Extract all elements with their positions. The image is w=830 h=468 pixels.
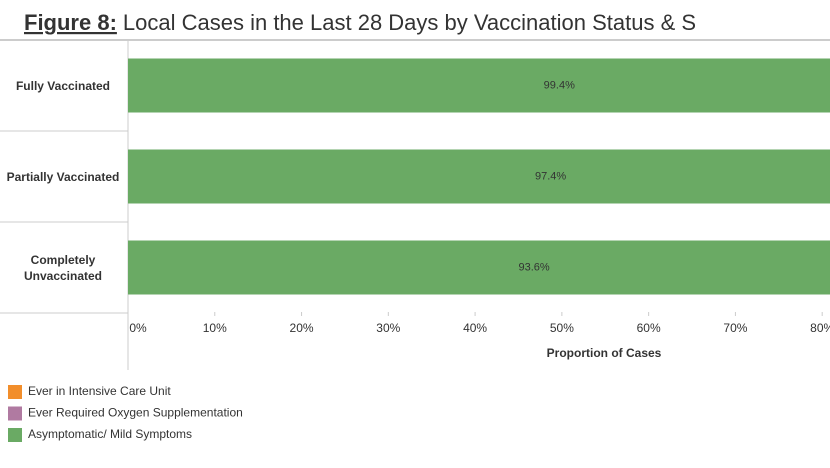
chart-title: Figure 8: Local Cases in the Last 28 Days… xyxy=(24,10,696,35)
legend-label: Ever Required Oxygen Supplementation xyxy=(28,406,243,420)
category-label: Fully Vaccinated xyxy=(15,78,111,93)
x-tick-label: 80% xyxy=(810,321,830,335)
data-label: 97.4% xyxy=(535,170,566,182)
title-text: Local Cases in the Last 28 Days by Vacci… xyxy=(123,10,696,35)
bar-segment xyxy=(128,58,830,113)
data-label: 99.4% xyxy=(544,79,575,91)
bar-segment xyxy=(128,240,830,295)
x-tick-label: 70% xyxy=(723,321,747,335)
x-axis-title: Proportion of Cases xyxy=(547,346,662,360)
x-tick-label: 60% xyxy=(637,321,661,335)
legend-swatch xyxy=(8,406,22,421)
category-label: Partially Vaccinated xyxy=(6,169,120,184)
category-label: Completely Unvaccinated xyxy=(23,252,103,283)
legend-swatch xyxy=(8,428,22,442)
x-tick-label: 30% xyxy=(376,321,400,335)
bar-segment xyxy=(128,149,830,204)
x-tick-label: 10% xyxy=(203,321,227,335)
x-tick-label: 20% xyxy=(290,321,314,335)
x-tick-label: 50% xyxy=(550,321,574,335)
data-label: 93.6% xyxy=(518,261,549,273)
x-tick-label: 0% xyxy=(129,321,147,335)
legend-label: Ever in Intensive Care Unit xyxy=(28,384,171,398)
legend-label: Asymptomatic/ Mild Symptoms xyxy=(28,427,192,441)
legend-swatch xyxy=(8,385,22,399)
x-tick-label: 40% xyxy=(463,321,487,335)
title-prefix: Figure 8: xyxy=(24,10,117,35)
